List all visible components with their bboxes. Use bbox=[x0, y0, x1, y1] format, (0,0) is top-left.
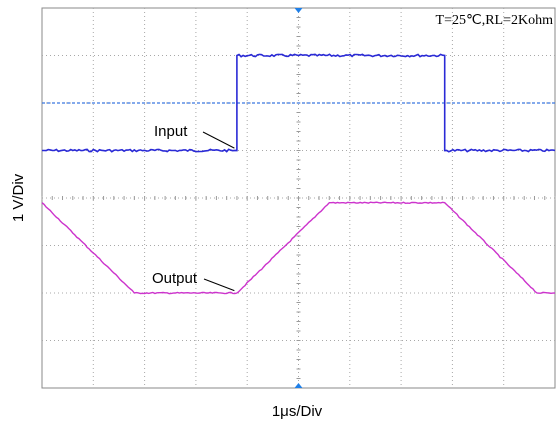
center-axes bbox=[41, 7, 556, 389]
x-axis-label: 1μs/Div bbox=[272, 403, 323, 420]
output-label: Output bbox=[152, 270, 198, 287]
test-condition-label: T=25℃,RL=2Kohm bbox=[436, 13, 554, 28]
output-trace bbox=[41, 201, 556, 295]
input-trace bbox=[42, 53, 556, 153]
output-label-leader bbox=[203, 278, 235, 292]
input-label: Input bbox=[154, 123, 188, 140]
input-label-leader bbox=[202, 131, 235, 149]
trigger-marker-bottom bbox=[294, 383, 303, 388]
y-axis-label: 1 V/Div bbox=[10, 173, 27, 222]
trigger-marker-top bbox=[294, 8, 303, 13]
